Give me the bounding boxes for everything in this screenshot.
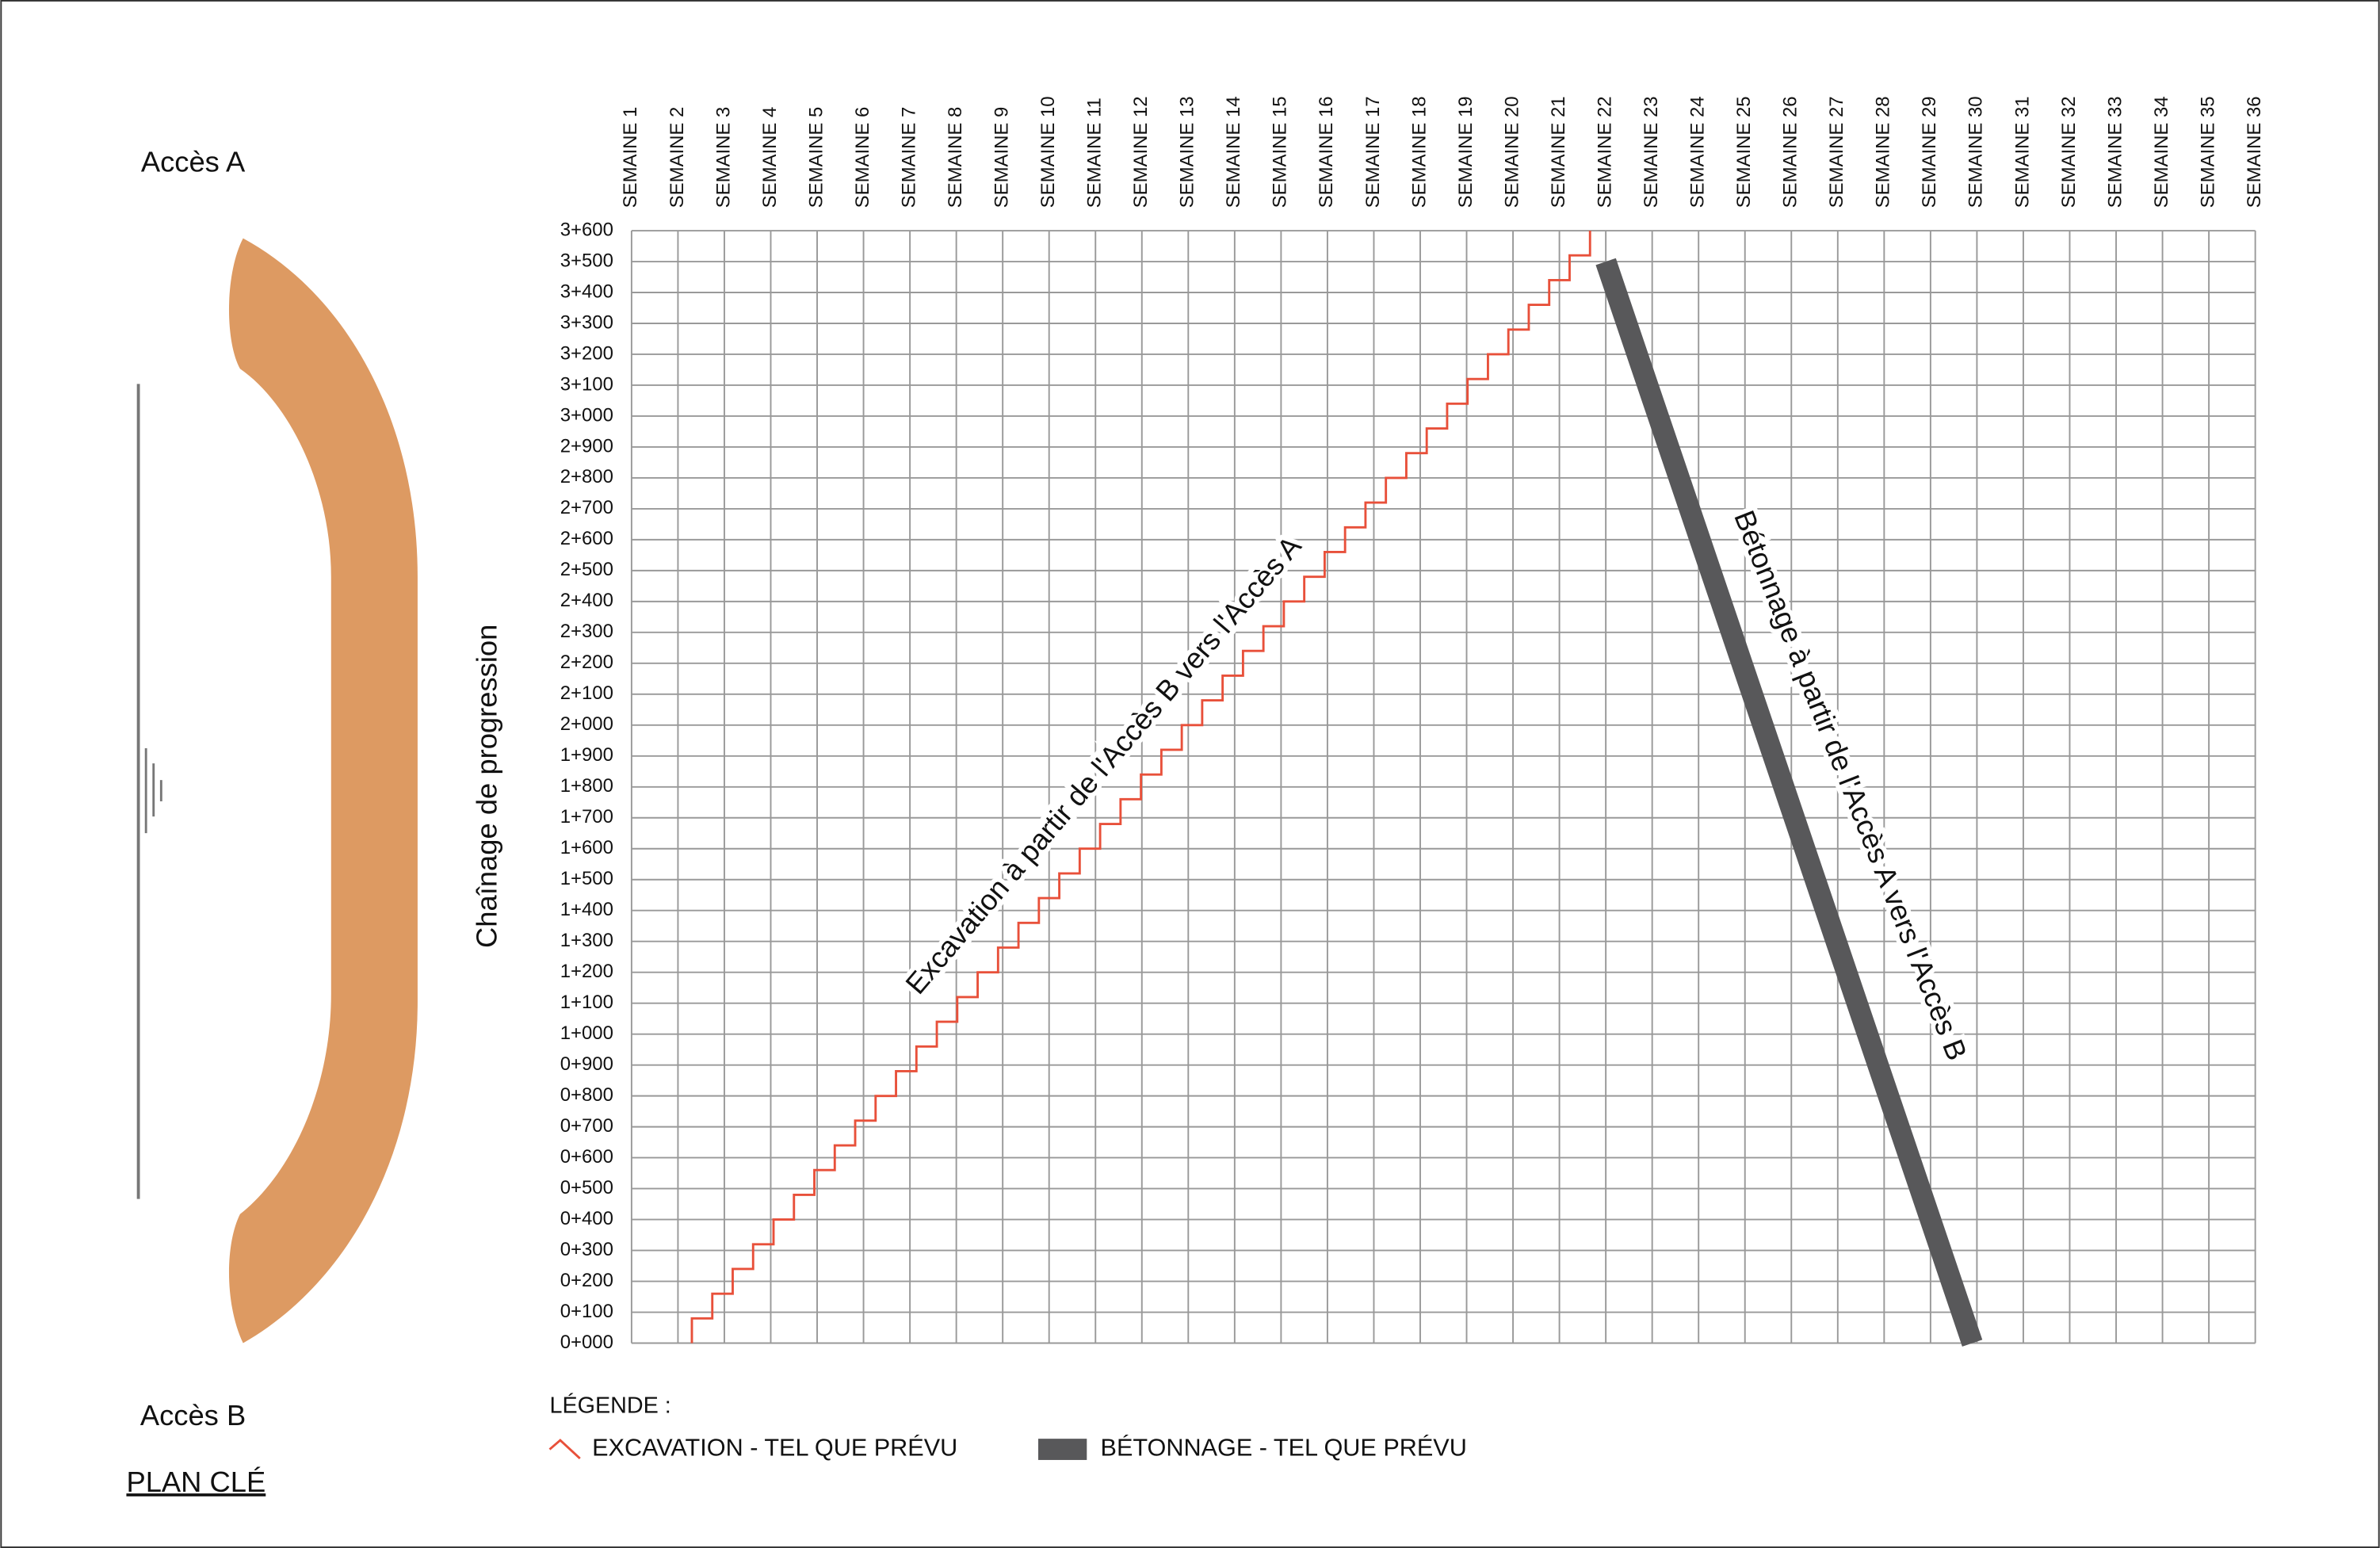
- y-tick-label: 1+300: [560, 930, 613, 951]
- y-tick-label: 2+700: [560, 497, 613, 518]
- x-tick-label: SEMAINE 7: [898, 107, 919, 208]
- x-tick-label: SEMAINE 15: [1270, 96, 1291, 208]
- x-tick-label: SEMAINE 33: [2104, 96, 2126, 208]
- y-tick-label: 1+500: [560, 868, 613, 889]
- legend-label: EXCAVATION - TEL QUE PRÉVU: [592, 1434, 957, 1462]
- x-tick-label: SEMAINE 22: [1594, 96, 1615, 208]
- y-tick-label: 3+500: [560, 250, 613, 271]
- y-tick-label: 2+400: [560, 590, 613, 611]
- x-tick-label: SEMAINE 24: [1687, 96, 1709, 208]
- legend-title: LÉGENDE :: [549, 1393, 670, 1419]
- y-tick-label: 1+700: [560, 806, 613, 828]
- x-tick-label: SEMAINE 23: [1641, 96, 1662, 208]
- series-line: [1595, 258, 1983, 1347]
- y-tick-label: 2+300: [560, 621, 613, 642]
- y-tick-label: 1+900: [560, 744, 613, 766]
- x-tick-label: SEMAINE 27: [1826, 96, 1847, 208]
- x-tick-label: SEMAINE 5: [805, 107, 827, 208]
- y-tick-label: 0+200: [560, 1270, 613, 1291]
- x-tick-label: SEMAINE 20: [1501, 96, 1522, 208]
- y-tick-label: 2+800: [560, 466, 613, 487]
- y-tick-label: 2+500: [560, 559, 613, 580]
- y-tick-label: 0+500: [560, 1177, 613, 1198]
- x-tick-label: SEMAINE 35: [2197, 96, 2218, 208]
- y-tick-label: 0+100: [560, 1301, 613, 1322]
- x-tick-label: SEMAINE 8: [945, 107, 966, 208]
- y-tick-label: 3+600: [560, 219, 613, 240]
- y-tick-label: 0+000: [560, 1332, 613, 1353]
- y-tick-label: 3+100: [560, 373, 613, 395]
- x-tick-label: SEMAINE 6: [852, 107, 873, 208]
- y-tick-label: 2+900: [560, 435, 613, 457]
- x-tick-label: SEMAINE 3: [712, 107, 734, 208]
- y-tick-label: 0+800: [560, 1084, 613, 1106]
- x-tick-label: SEMAINE 19: [1455, 96, 1477, 208]
- y-tick-label: 1+200: [560, 961, 613, 982]
- x-tick-label: SEMAINE 25: [1733, 96, 1755, 208]
- key-plan-top-label: Accès A: [141, 145, 246, 178]
- y-tick-label: 1+600: [560, 837, 613, 858]
- y-tick-label: 1+100: [560, 992, 613, 1013]
- tunnel-shape: [228, 238, 418, 1344]
- y-tick-label: 3+300: [560, 312, 613, 333]
- x-tick-label: SEMAINE 2: [667, 107, 688, 208]
- y-tick-label: 0+900: [560, 1053, 613, 1075]
- x-tick-label: SEMAINE 21: [1548, 96, 1569, 208]
- x-tick-label: SEMAINE 34: [2151, 96, 2172, 208]
- x-tick-label: SEMAINE 26: [1780, 96, 1801, 208]
- x-tick-label: SEMAINE 31: [2011, 96, 2033, 208]
- key-plan: Accès A Accès B PLAN CLÉ: [126, 145, 418, 1498]
- x-tick-label: SEMAINE 36: [2244, 96, 2265, 208]
- y-tick-label: 2+600: [560, 528, 613, 549]
- x-tick-label: SEMAINE 30: [1966, 96, 1987, 208]
- x-tick-label: SEMAINE 12: [1130, 96, 1152, 208]
- y-tick-label: 3+200: [560, 342, 613, 364]
- x-tick-label: SEMAINE 18: [1408, 96, 1430, 208]
- x-tick-label: SEMAINE 16: [1316, 96, 1337, 208]
- x-tick-label: SEMAINE 9: [991, 107, 1012, 208]
- key-plan-bottom-label: Accès B: [140, 1399, 246, 1431]
- y-axis-label: Chaînage de progression: [471, 625, 503, 948]
- x-tick-label: SEMAINE 4: [759, 107, 781, 208]
- y-tick-label: 0+600: [560, 1146, 613, 1168]
- x-tick-label: SEMAINE 11: [1084, 97, 1106, 208]
- x-tick-label: SEMAINE 28: [1873, 96, 1894, 208]
- x-tick-label: SEMAINE 17: [1362, 96, 1384, 208]
- y-tick-label: 1+800: [560, 775, 613, 797]
- series-line: [690, 231, 1591, 1344]
- y-tick-label: 0+300: [560, 1239, 613, 1260]
- y-tick-label: 1+000: [560, 1022, 613, 1044]
- x-tick-label: SEMAINE 32: [2058, 96, 2080, 208]
- x-tick-label: SEMAINE 13: [1177, 96, 1198, 208]
- legend-swatch: [1038, 1439, 1087, 1460]
- y-tick-label: 1+400: [560, 899, 613, 920]
- y-tick-label: 3+000: [560, 404, 613, 426]
- y-tick-label: 0+700: [560, 1115, 613, 1137]
- key-plan-title: PLAN CLÉ: [126, 1466, 266, 1498]
- legend-label: BÉTONNAGE - TEL QUE PRÉVU: [1101, 1434, 1467, 1462]
- x-tick-label: SEMAINE 1: [620, 107, 641, 208]
- y-tick-label: 2+000: [560, 713, 613, 735]
- y-tick-label: 0+400: [560, 1208, 613, 1229]
- y-tick-label: 3+400: [560, 281, 613, 302]
- x-tick-label: SEMAINE 10: [1037, 96, 1059, 208]
- y-tick-label: 2+200: [560, 652, 613, 673]
- x-tick-label: SEMAINE 14: [1223, 96, 1244, 208]
- legend-swatch: [548, 1439, 581, 1460]
- y-tick-label: 2+100: [560, 682, 613, 704]
- x-tick-label: SEMAINE 29: [1919, 96, 1940, 208]
